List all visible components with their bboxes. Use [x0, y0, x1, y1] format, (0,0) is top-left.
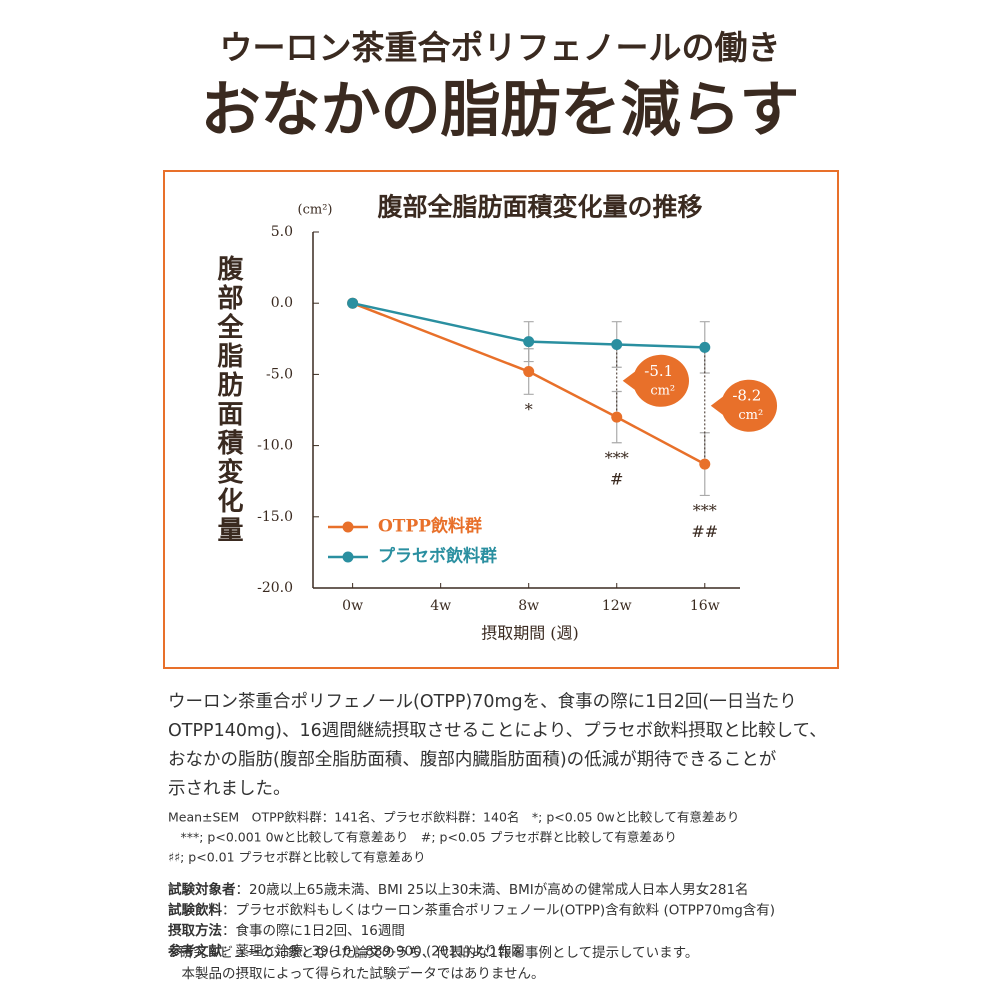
detail-label: 試験飲料: [168, 902, 222, 919]
difference-unit: cm²: [650, 383, 675, 398]
detail-label: 参考文献: [168, 943, 222, 960]
note: Mean±SEM OTPP飲料群：141名、プラセボ飲料群：140名 *; p<…: [168, 810, 739, 825]
point: [523, 366, 535, 378]
point: [611, 411, 623, 423]
point: [523, 336, 535, 348]
callout: [622, 354, 690, 407]
series-line: [352, 301, 705, 349]
y-tick-label: -20.0: [257, 580, 293, 596]
point: [611, 338, 623, 350]
significance-label: *: [525, 400, 533, 419]
detail-text: ：プラセボ飲料もしくはウーロン茶重合ポリフェノール(OTPP)含有飲料 (OTP…: [222, 903, 775, 919]
detail-label: 試験対象者: [168, 881, 236, 898]
legend-label: OTPP飲料群: [378, 516, 482, 537]
difference-unit: cm²: [738, 408, 763, 423]
detail-text: ：薬理と治療, 39(10): 889-900.(2011)より作図: [222, 943, 525, 960]
body-text: 示されました。: [168, 779, 291, 799]
detail: 摂取方法：食事の際に1日2回、16週間: [168, 922, 405, 939]
x-tick-label: 8w: [518, 598, 539, 614]
chart-title: 腹部全脂肪面積変化量の推移: [377, 193, 702, 222]
legend-marker: [342, 521, 354, 533]
unit: (cm²): [298, 203, 333, 218]
y-axis-label: 腹部全脂肪面積変化量: [213, 254, 244, 545]
series-line: [352, 302, 706, 466]
chart-frame: [163, 170, 839, 669]
point: [347, 297, 359, 309]
body-text: OTPP140mg)、16週間継続摂取させることにより、プラセボ飲料摂取と比較し…: [168, 721, 827, 741]
y-tick-label: 5.0: [271, 224, 293, 240]
significance-label: ***: [605, 448, 629, 467]
note: ♯♯; p<0.01 プラセボ群と比較して有意差あり: [168, 850, 426, 865]
subtitle: ウーロン茶重合ポリフェノールの働き: [220, 28, 781, 67]
point: [699, 458, 711, 470]
detail: 参考文献：薬理と治療, 39(10): 889-900.(2011)より作図: [168, 943, 525, 960]
x-axis-label: 摂取期間 (週): [481, 624, 579, 643]
callout: [710, 379, 778, 432]
legend-label: プラセボ飲料群: [378, 546, 497, 567]
point: [699, 341, 711, 353]
detail: 試験飲料：プラセボ飲料もしくはウーロン茶重合ポリフェノール(OTPP)含有飲料 …: [168, 902, 775, 919]
significance-label: #: [610, 469, 623, 488]
detail-label: 摂取方法: [168, 922, 222, 939]
x-tick-label: 12w: [602, 598, 632, 614]
detail-text: ：20歳以上65歳未満、BMI 25以上30未満、BMIが高めの健常成人日本人男…: [236, 881, 749, 898]
x-tick-label: 16w: [690, 598, 720, 614]
difference-value: -8.2: [732, 387, 761, 405]
detail: 試験対象者：20歳以上65歳未満、BMI 25以上30未満、BMIが高めの健常成…: [168, 881, 749, 898]
footnote: 本製品の摂取によって得られた試験データではありません。: [168, 965, 545, 982]
y-tick-label: -5.0: [266, 366, 293, 382]
headline: おなかの脂肪を減らす: [201, 76, 800, 146]
legend-marker: [342, 551, 354, 563]
y-tick-label: 0.0: [271, 295, 293, 311]
y-tick-label: -10.0: [257, 438, 293, 454]
x-tick-label: 4w: [430, 598, 451, 614]
significance-label: ***: [693, 501, 717, 520]
significance-label: ##: [691, 522, 718, 541]
detail-text: ：食事の際に1日2回、16週間: [222, 922, 405, 939]
body-text: ウーロン茶重合ポリフェノール(OTPP)70mgを、食事の際に1日2回(一日当た…: [168, 692, 797, 712]
note: ***; p<0.001 0wと比較して有意差あり #; p<0.05 プラセボ…: [168, 830, 677, 845]
footnote: ※研究レビューの対象となった論文のうち、代表的な1報を事例として提示しています。: [168, 945, 698, 961]
difference-value: -5.1: [644, 362, 673, 380]
body-text: おなかの脂肪(腹部全脂肪面積、腹部内臓脂肪面積)の低減が期待できることが: [168, 750, 777, 770]
x-tick-label: 0w: [342, 598, 363, 614]
y-tick-label: -15.0: [257, 509, 293, 525]
